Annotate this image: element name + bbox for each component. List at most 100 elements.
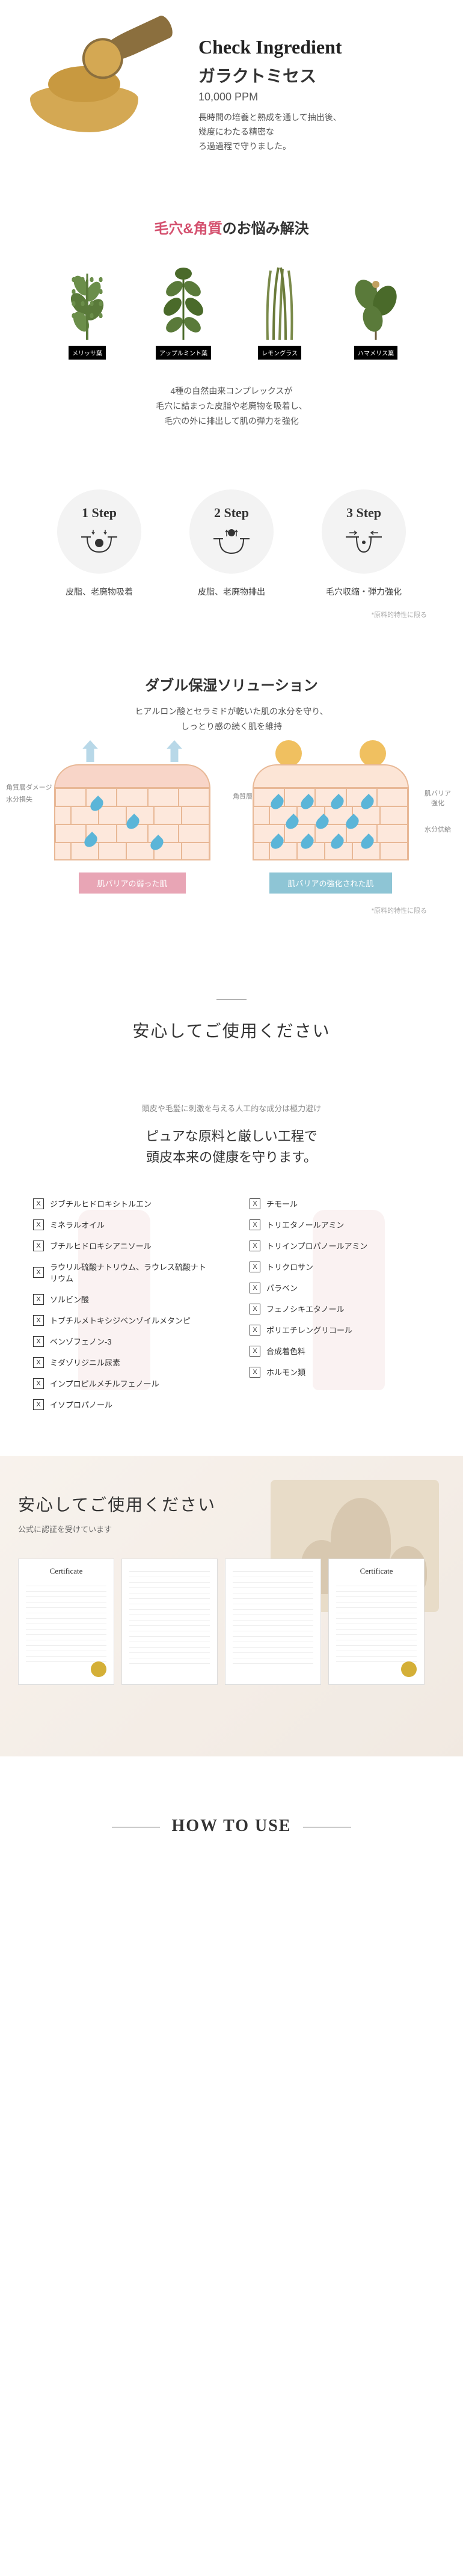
ingredient-column-right: XチモールXトリエタノールアミンXトリインプロパノールアミンXトリクロサンXパラ… — [250, 1198, 430, 1420]
safety-title: 安心してご使用ください — [18, 1018, 445, 1042]
ingredient-name: イソプロパノール — [50, 1399, 112, 1410]
x-mark-icon: X — [33, 1399, 44, 1410]
certificate-row: Certificate Certificate — [18, 1559, 445, 1685]
steps-row: 1 Step 皮脂、老廃物吸着 2 Step 皮脂、老廃物排出 3 Step 毛… — [18, 489, 445, 598]
protection-icons — [247, 740, 415, 767]
moisture-title: ダブル保湿ソリューション — [18, 673, 445, 695]
herb-label: メリッサ葉 — [69, 346, 106, 360]
step-label: 皮脂、老廃物排出 — [183, 586, 280, 598]
excluded-ingredient-row: X フェノシキエタノール — [250, 1303, 430, 1314]
herb-image — [153, 262, 213, 340]
step-item: 2 Step 皮脂、老廃物排出 — [183, 489, 280, 598]
ingredient-name: フェノシキエタノール — [266, 1303, 345, 1314]
step-circle: 1 Step — [57, 489, 141, 574]
step-icon-tighten — [346, 528, 382, 558]
barrier-tag-weak: 肌バリアの弱った肌 — [79, 872, 185, 894]
herbs-row: メリッサ葉 アップルミント葉 レモングラス ハマメリス葉 — [18, 262, 445, 360]
powder-image — [18, 12, 186, 156]
ingredient-name: ミネラルオイル — [50, 1219, 105, 1230]
excluded-ingredient-row: X トリエタノールアミン — [250, 1219, 430, 1230]
ingredient-name: ジブチルヒドロキシトルエン — [50, 1198, 152, 1209]
ingredient-name: ポリエチレングリコール — [266, 1324, 352, 1336]
excluded-ingredient-row: X インプロピルメチルフェノール — [33, 1378, 213, 1389]
x-mark-icon: X — [33, 1294, 44, 1305]
herbs-title-accent: 毛穴&角質 — [154, 221, 222, 237]
excluded-ingredient-row: Xラウリル硫酸ナトリウム、ラウレス硫酸ナトリウム — [33, 1261, 213, 1284]
moisture-section: ダブル保湿ソリューション ヒアルロン酸とセラミドが乾いた肌の水分を守り、 しっと… — [0, 637, 463, 951]
divider — [216, 999, 247, 1000]
x-mark-icon: X — [33, 1357, 44, 1368]
ingredient-name: ベンゾフェノン-3 — [50, 1336, 112, 1347]
skin-label: 水分損失 — [6, 794, 32, 804]
x-mark-icon: X — [250, 1367, 260, 1378]
sun-icon — [360, 740, 386, 767]
sun-icon — [275, 740, 302, 767]
x-mark-icon: X — [250, 1219, 260, 1230]
herb-image — [57, 262, 117, 340]
evaporation-arrows — [48, 740, 216, 762]
ingredient-name: トリインプロパノールアミン — [266, 1240, 367, 1251]
certificate-card — [121, 1559, 218, 1685]
excluded-ingredient-row: Xミネラルオイル — [33, 1219, 213, 1230]
x-mark-icon: X — [33, 1378, 44, 1389]
excluded-ingredient-row: X チモール — [250, 1198, 430, 1209]
x-mark-icon: X — [250, 1325, 260, 1336]
herbs-title: 毛穴&角質のお悩み解決 — [18, 216, 445, 238]
herb-item: メリッサ葉 — [51, 262, 123, 360]
ingredient-name: ガラクトミセス — [198, 63, 445, 87]
x-mark-icon: X — [250, 1346, 260, 1357]
herb-image — [346, 262, 406, 340]
steps-section: 1 Step 皮脂、老廃物吸着 2 Step 皮脂、老廃物排出 3 Step 毛… — [0, 465, 463, 637]
herbs-title-suffix: のお悩み解決 — [222, 221, 309, 237]
step-number: 3 Step — [346, 505, 381, 521]
skin-layer-strong: 肌バリア 強化 水分供給 — [253, 764, 409, 860]
x-mark-icon: X — [250, 1262, 260, 1272]
ingredient-ppm: 10,000 PPM — [198, 91, 445, 103]
moisture-description: ヒアルロン酸とセラミドが乾いた肌の水分を守り、 しっとり感の続く肌を維持 — [18, 704, 445, 734]
ingredient-name: ミダゾリジニル尿素 — [50, 1357, 120, 1368]
excluded-ingredient-row: Xパラベン — [250, 1282, 430, 1293]
ingredient-name: パラベン — [266, 1282, 298, 1293]
herb-label: ハマメリス葉 — [354, 346, 397, 360]
certificate-card: Certificate — [328, 1559, 425, 1685]
ingredient-name: ソルビン酸 — [50, 1293, 89, 1305]
step-circle: 3 Step — [322, 489, 406, 574]
moisture-diagram-strong: 肌バリア 強化 水分供給 肌バリアの強化された肌 — [247, 764, 415, 894]
skin-label: 肌バリア 強化 — [425, 788, 451, 808]
cert-title: 安心してご使用ください — [18, 1492, 445, 1516]
x-mark-icon: X — [250, 1304, 260, 1314]
ingredient-column-left: XジブチルヒドロキシトルエンXミネラルオイルXブチルヒドロキシアニソールXラウリ… — [33, 1198, 213, 1420]
moisture-note: *原料的特性に限る — [18, 906, 445, 915]
ingredient-description: 長時間の培養と熟成を通して抽出後、 幾度にわたる精密な ろ過過程で守りました。 — [198, 111, 445, 153]
herb-item: アップルミント葉 — [147, 262, 219, 360]
excluded-ingredient-row: X イソプロパノール — [33, 1399, 213, 1410]
step-number: 2 Step — [214, 505, 249, 521]
ingredient-name: ブチルヒドロキシアニソール — [50, 1240, 152, 1251]
step-icon-absorb — [81, 528, 117, 558]
safety-subtitle: 頭皮や毛髪に刺激を与える人工的な成分は極力避け — [18, 1102, 445, 1114]
moisture-diagrams: 角質層ダメージ 水分損失 角質層 肌バリアの弱った肌 — [18, 764, 445, 894]
excluded-ingredient-row: X ポリエチレングリコール — [250, 1324, 430, 1336]
certificate-card: Certificate — [18, 1559, 114, 1685]
ingredient-name: ホルモン類 — [266, 1366, 305, 1378]
ingredient-name: トリエタノールアミン — [266, 1219, 344, 1230]
barrier-tag-strong: 肌バリアの強化された肌 — [269, 872, 391, 894]
herb-label: アップルミント葉 — [156, 346, 211, 360]
moisture-diagram-weak: 角質層ダメージ 水分損失 角質層 肌バリアの弱った肌 — [48, 764, 216, 894]
safety-headline: ピュアな原料と厳しい工程で 頭皮本来の健康を守ります。 — [18, 1126, 445, 1168]
check-ingredient-label: Check Ingredient — [198, 36, 445, 58]
ingredient-name: インプロピルメチルフェノール — [50, 1378, 159, 1389]
ingredient-name: チモール — [266, 1198, 298, 1209]
x-mark-icon: X — [33, 1198, 44, 1209]
step-item: 1 Step 皮脂、老廃物吸着 — [51, 489, 147, 598]
excluded-ingredient-row: X ソルビン酸 — [33, 1293, 213, 1305]
step-label: 毛穴収縮・弾力強化 — [316, 586, 412, 598]
ingredient-text-block: Check Ingredient ガラクトミセス 10,000 PPM 長時間の… — [198, 12, 445, 153]
ingredient-name: 合成着色料 — [266, 1345, 305, 1357]
x-mark-icon: X — [250, 1198, 260, 1209]
excluded-ingredient-row: X ジブチルヒドロキシトルエン — [33, 1198, 213, 1209]
ingredient-name: トブチルメトキシジベンゾイルメタンピ — [50, 1314, 191, 1326]
certificate-section: 安心してご使用ください 公式に認証を受けています Certificate Cer… — [0, 1456, 463, 1756]
step-label: 皮脂、老廃物吸着 — [51, 586, 147, 598]
x-mark-icon: X — [33, 1267, 44, 1278]
